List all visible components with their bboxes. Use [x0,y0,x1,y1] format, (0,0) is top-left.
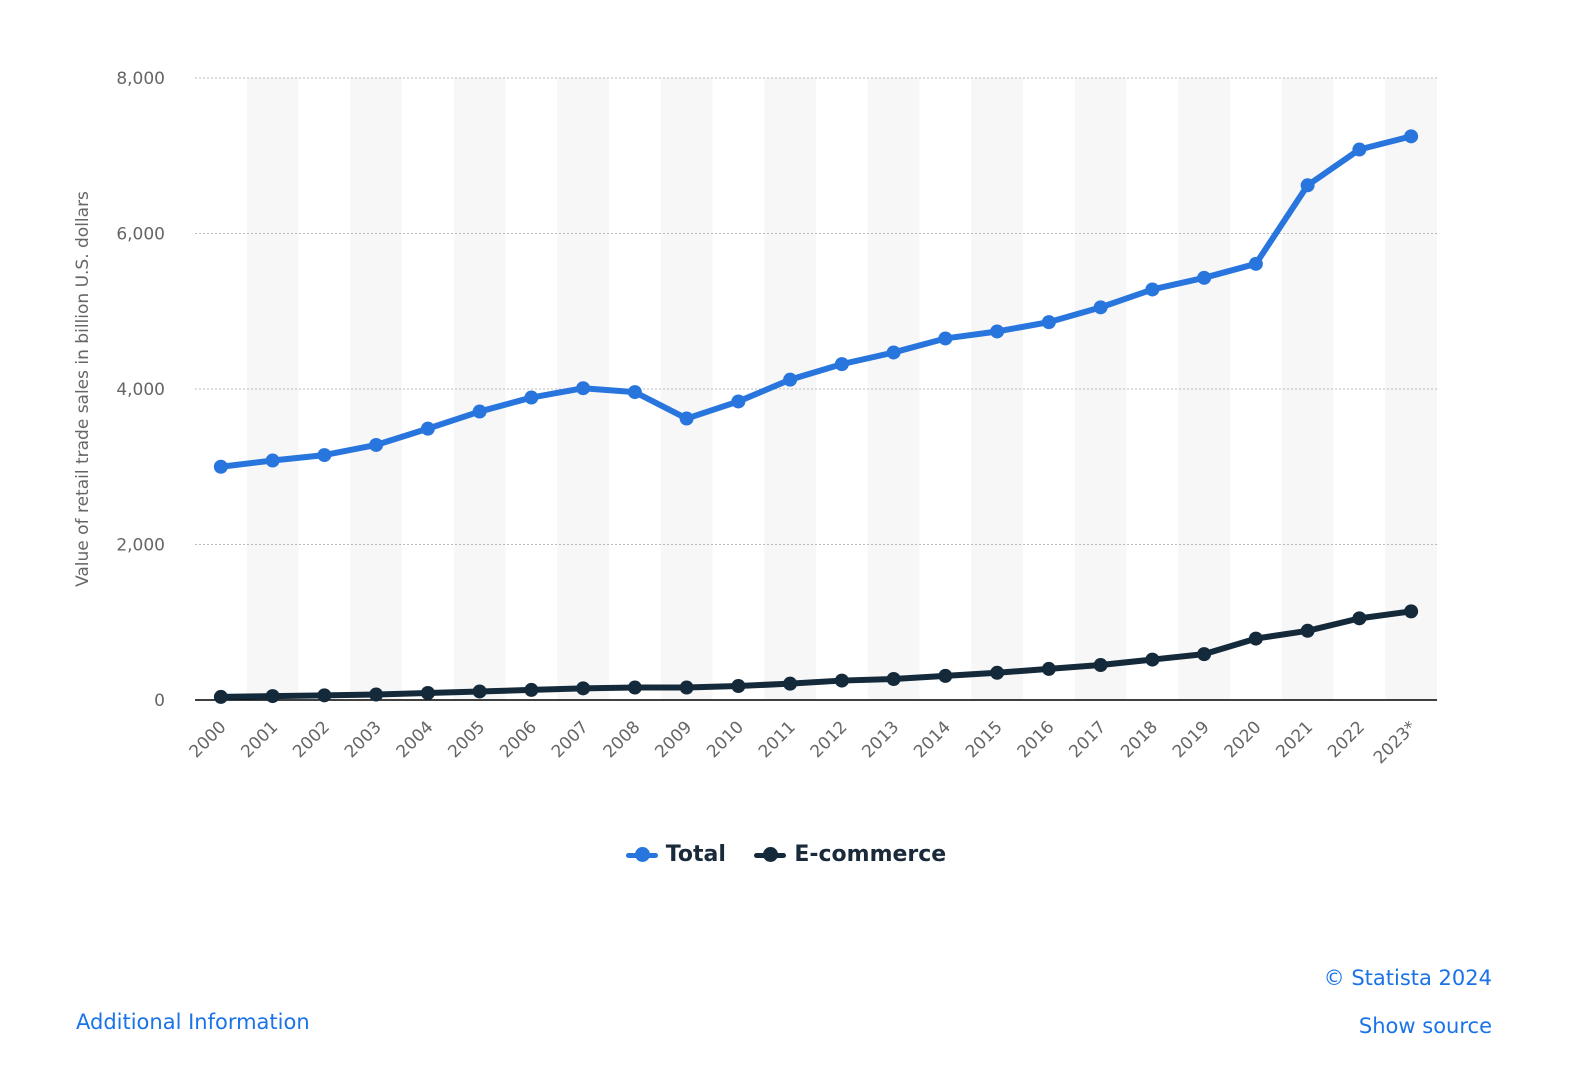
x-tick-label: 2003 [341,717,386,762]
legend-label-total: Total [665,842,726,867]
y-axis-label: Value of retail trade sales in billion U… [73,191,93,587]
data-point[interactable] [213,459,228,474]
data-series [213,129,1419,704]
y-tick-label: 8,000 [116,69,165,89]
y-tick-labels: 0 2,000 4,000 6,000 8,000 [116,69,165,711]
series-line [217,608,1415,700]
series-line [217,133,1415,470]
x-tick-label: 2009 [651,717,696,762]
x-tick-label: 2018 [1117,717,1162,762]
x-tick-label: 2011 [755,717,800,762]
data-point[interactable] [1248,256,1263,271]
data-point[interactable] [420,686,435,701]
y-tick-label: 6,000 [116,225,165,245]
y-tick-label: 0 [154,691,165,711]
x-tick-label: 2004 [393,717,438,762]
data-point[interactable] [317,688,332,703]
data-point[interactable] [1352,611,1367,626]
legend-label-ecommerce: E-commerce [794,842,947,867]
data-point[interactable] [524,390,539,405]
data-point[interactable] [679,680,694,695]
data-point[interactable] [1041,315,1056,330]
series-e-commerce [213,604,1419,704]
total-line-marker-icon [625,846,658,862]
x-tick-label: 2008 [600,717,645,762]
data-point[interactable] [1300,623,1315,638]
data-point[interactable] [783,372,798,387]
legend-item-total[interactable]: Total [625,842,726,867]
data-point[interactable] [783,676,798,691]
data-point[interactable] [1197,647,1212,662]
series-total [213,129,1419,474]
data-point[interactable] [627,680,642,695]
data-point[interactable] [731,394,746,409]
data-point[interactable] [265,689,280,704]
x-tick-label: 2013 [858,717,903,762]
data-point[interactable] [1093,658,1108,673]
x-tick-label: 2012 [807,717,852,762]
data-point[interactable] [524,682,539,697]
alternating-column-bands [246,78,1437,700]
data-point[interactable] [1404,129,1419,144]
x-tick-label: 2007 [548,717,593,762]
x-tick-label: 2014 [910,717,955,762]
data-point[interactable] [1197,270,1212,285]
x-tick-label: 2010 [703,717,748,762]
x-tick-label: 2005 [444,717,489,762]
data-point[interactable] [886,345,901,360]
data-point[interactable] [472,404,487,419]
x-tick-label: 2022 [1324,717,1369,762]
x-tick-label: 2017 [1065,717,1110,762]
ecommerce-line-marker-icon [754,846,787,862]
data-point[interactable] [1093,300,1108,315]
x-tick-label: 2002 [289,717,334,762]
legend-item-ecommerce[interactable]: E-commerce [754,842,946,867]
data-point[interactable] [369,437,384,452]
additional-information-link[interactable]: Additional Information [76,1010,310,1034]
data-point[interactable] [1404,604,1419,619]
data-point[interactable] [1352,142,1367,157]
data-point[interactable] [834,673,849,688]
data-point[interactable] [938,331,953,346]
x-tick-label: 2021 [1272,717,1317,762]
data-point[interactable] [1145,652,1160,667]
data-point[interactable] [265,453,280,468]
copyright-text: © Statista 2024 [1323,966,1492,990]
x-tick-labels: 2000 2001 2002 2003 2004 2005 2006 2007 2008 2009… [186,717,1421,768]
data-point[interactable] [990,665,1005,680]
data-point[interactable] [938,668,953,683]
data-point[interactable] [317,448,332,463]
x-tick-label: 2016 [1014,717,1059,762]
x-tick-label: 2023* [1370,717,1421,768]
x-tick-label: 2015 [962,717,1007,762]
x-tick-label: 2000 [186,717,231,762]
data-point[interactable] [1145,282,1160,297]
data-point[interactable] [472,684,487,699]
data-point[interactable] [679,411,694,426]
data-point[interactable] [576,381,591,396]
data-point[interactable] [731,679,746,694]
data-point[interactable] [990,324,1005,339]
x-tick-label: 2020 [1221,717,1266,762]
y-gridlines [195,77,1437,545]
y-tick-label: 4,000 [116,380,165,400]
y-tick-label: 2,000 [116,536,165,556]
data-point[interactable] [886,672,901,687]
legend: Total E-commerce [0,842,1572,867]
data-point[interactable] [1248,631,1263,646]
x-tick-label: 2001 [237,717,282,762]
data-point[interactable] [213,689,228,704]
show-source-link[interactable]: Show source [1358,1014,1492,1038]
data-point[interactable] [834,357,849,372]
data-point[interactable] [1041,661,1056,676]
data-point[interactable] [576,681,591,696]
data-point[interactable] [1300,178,1315,193]
x-tick-label: 2019 [1169,717,1214,762]
data-point[interactable] [420,421,435,436]
data-point[interactable] [627,385,642,400]
x-tick-label: 2006 [496,717,541,762]
data-point[interactable] [369,687,384,702]
